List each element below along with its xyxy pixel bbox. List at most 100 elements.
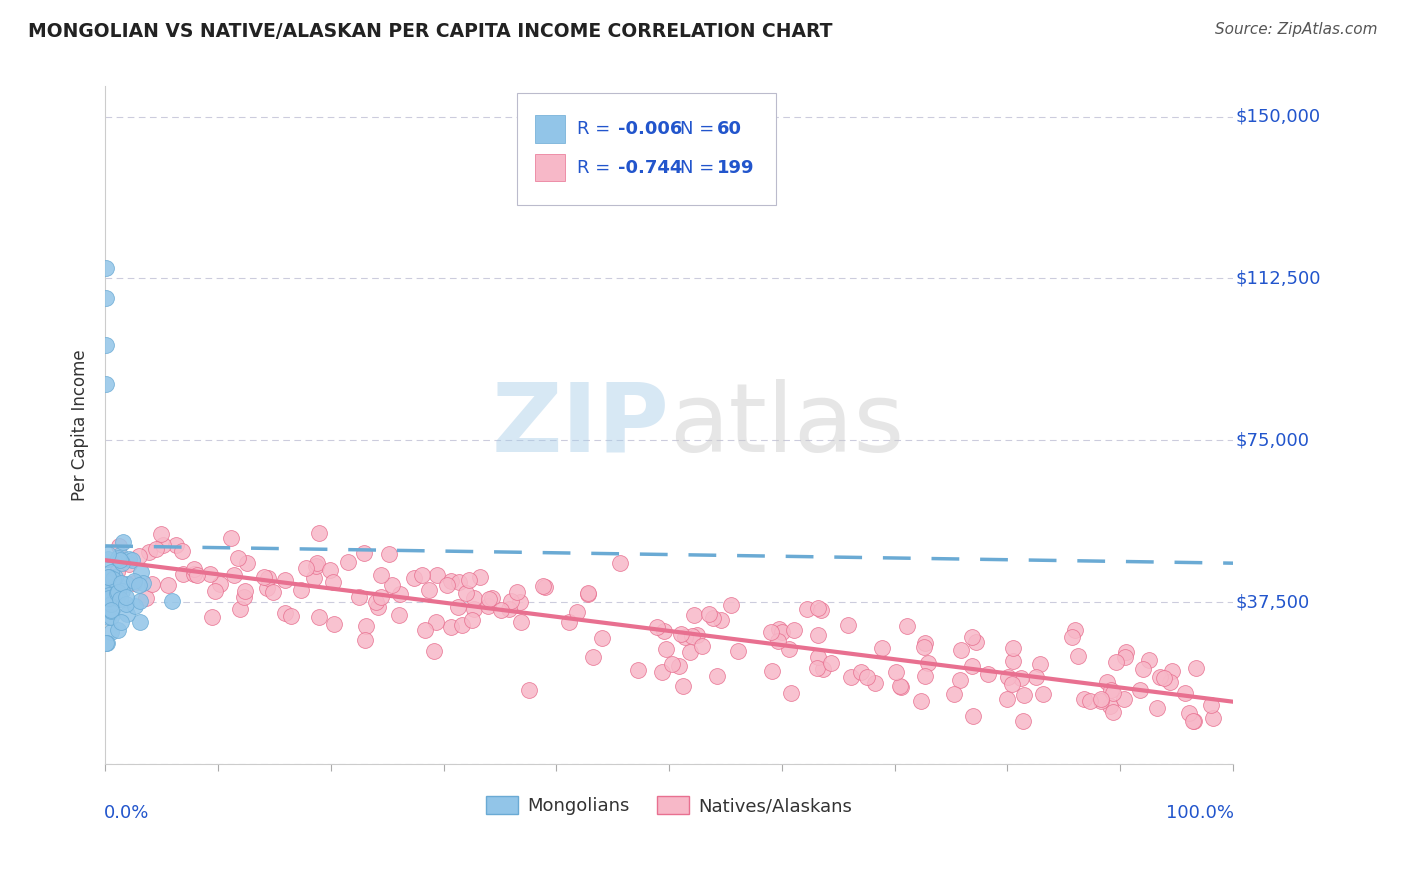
Point bbox=[208, 577, 231, 591]
Point bbox=[124, 599, 146, 613]
Point bbox=[672, 679, 695, 693]
Point bbox=[100, 597, 122, 611]
Text: 0.0%: 0.0% bbox=[104, 805, 149, 822]
Point bbox=[447, 574, 470, 589]
Point bbox=[509, 595, 531, 609]
Point bbox=[233, 591, 256, 605]
Point bbox=[706, 669, 728, 683]
Point bbox=[912, 640, 935, 655]
Point bbox=[304, 559, 326, 574]
Point bbox=[683, 608, 706, 623]
Point bbox=[425, 615, 447, 630]
Point bbox=[960, 630, 983, 644]
Point bbox=[1153, 671, 1175, 685]
Point bbox=[322, 617, 344, 632]
Point bbox=[308, 526, 330, 541]
Point bbox=[655, 641, 678, 656]
Point bbox=[1012, 688, 1035, 702]
Point bbox=[221, 531, 243, 545]
Point bbox=[366, 595, 388, 609]
Point bbox=[1101, 686, 1123, 700]
Point bbox=[388, 607, 411, 622]
Point bbox=[1032, 687, 1054, 701]
Point bbox=[690, 639, 713, 653]
Point bbox=[347, 590, 370, 604]
Point bbox=[1067, 649, 1090, 664]
Point bbox=[129, 566, 152, 580]
Point bbox=[576, 587, 599, 601]
Point bbox=[98, 591, 121, 605]
Point bbox=[129, 594, 152, 608]
Point bbox=[413, 623, 436, 637]
Point bbox=[204, 584, 226, 599]
Point bbox=[510, 615, 533, 629]
Point bbox=[110, 553, 132, 567]
Point bbox=[454, 585, 477, 599]
Point bbox=[463, 591, 485, 606]
Point bbox=[727, 644, 749, 658]
Point bbox=[702, 611, 724, 625]
Point bbox=[463, 602, 485, 616]
Point bbox=[411, 567, 433, 582]
Point bbox=[97, 547, 120, 561]
Point bbox=[97, 551, 120, 566]
Text: MONGOLIAN VS NATIVE/ALASKAN PER CAPITA INCOME CORRELATION CHART: MONGOLIAN VS NATIVE/ALASKAN PER CAPITA I… bbox=[28, 22, 832, 41]
Point bbox=[759, 624, 782, 639]
Point bbox=[378, 547, 401, 561]
Point bbox=[104, 570, 127, 584]
Point bbox=[353, 546, 375, 560]
Point bbox=[302, 571, 325, 585]
Point bbox=[839, 670, 862, 684]
Point bbox=[783, 623, 806, 637]
Text: $112,500: $112,500 bbox=[1236, 269, 1320, 287]
Point bbox=[796, 601, 818, 615]
FancyBboxPatch shape bbox=[534, 115, 565, 143]
Point bbox=[257, 571, 280, 585]
Point bbox=[447, 599, 470, 614]
Point bbox=[679, 645, 702, 659]
Point bbox=[107, 585, 129, 599]
Point bbox=[236, 556, 259, 570]
Point bbox=[458, 573, 481, 587]
Point bbox=[960, 659, 983, 673]
Point bbox=[720, 598, 742, 612]
Point bbox=[517, 683, 540, 698]
Point bbox=[1099, 683, 1122, 698]
Point bbox=[477, 599, 499, 613]
Point bbox=[872, 640, 894, 655]
Point bbox=[141, 577, 163, 591]
Text: $75,000: $75,000 bbox=[1236, 431, 1309, 450]
Text: 100.0%: 100.0% bbox=[1166, 805, 1234, 822]
Point bbox=[96, 260, 118, 275]
Point bbox=[160, 594, 183, 608]
Point bbox=[576, 586, 599, 600]
Point bbox=[101, 588, 124, 602]
Point bbox=[294, 561, 316, 575]
Point bbox=[121, 553, 143, 567]
Point bbox=[1185, 661, 1208, 675]
Point bbox=[104, 586, 127, 600]
Point bbox=[107, 586, 129, 600]
Point bbox=[100, 565, 122, 579]
Point bbox=[426, 568, 449, 582]
Point bbox=[110, 615, 132, 630]
Point bbox=[388, 587, 411, 601]
Point bbox=[274, 607, 297, 621]
Point bbox=[122, 575, 145, 590]
Point bbox=[100, 609, 122, 624]
Point bbox=[290, 582, 312, 597]
Point bbox=[262, 585, 284, 599]
Point bbox=[997, 670, 1019, 684]
Point bbox=[110, 591, 132, 606]
Point bbox=[1105, 656, 1128, 670]
Point bbox=[673, 630, 696, 644]
Point bbox=[356, 618, 378, 632]
Point bbox=[1174, 686, 1197, 700]
Point bbox=[470, 570, 492, 584]
Point bbox=[810, 603, 832, 617]
Point bbox=[856, 670, 879, 684]
Point bbox=[917, 656, 939, 670]
Point bbox=[837, 618, 859, 632]
Point bbox=[198, 567, 221, 582]
Point bbox=[697, 607, 720, 622]
